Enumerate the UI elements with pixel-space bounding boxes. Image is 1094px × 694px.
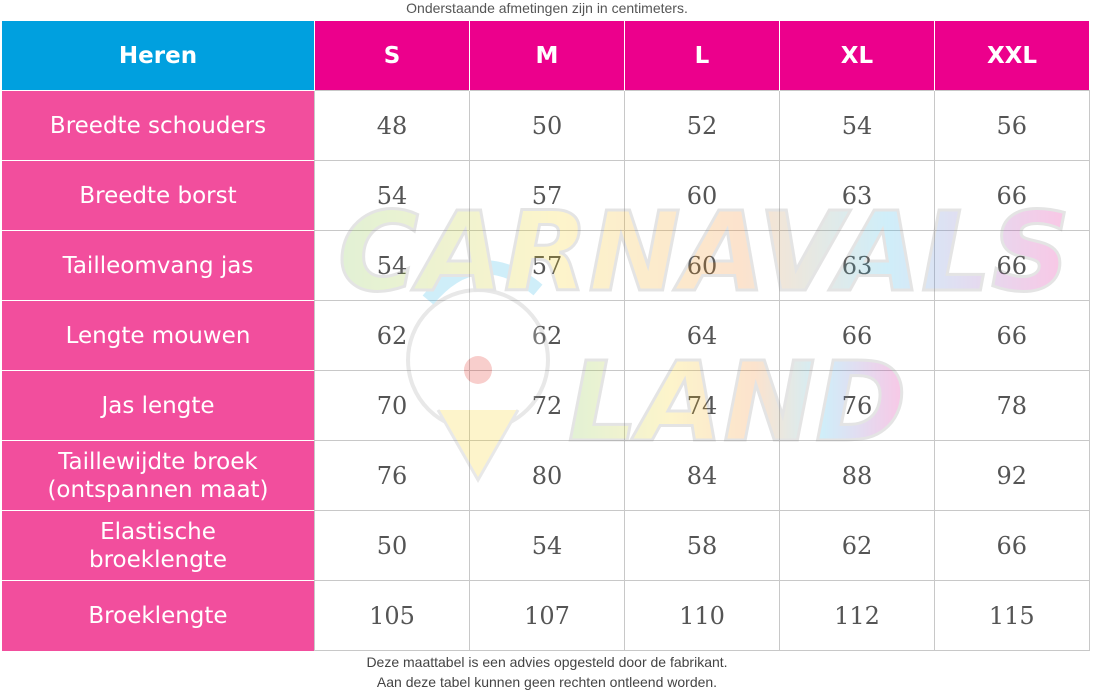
table-cell: 66	[934, 510, 1090, 581]
table-cell: 74	[624, 370, 780, 441]
table-cell: 62	[314, 300, 470, 371]
size-header-m: M	[469, 21, 625, 91]
row-label: Breedte borst	[2, 160, 315, 231]
table-cell: 92	[934, 440, 1090, 511]
table-cell: 58	[624, 510, 780, 581]
table-cell: 48	[314, 90, 470, 161]
size-chart-table: Heren S M L XL XXL Breedte schouders 48 …	[2, 21, 1090, 651]
measurement-note: Onderstaande afmetingen zijn in centimet…	[406, 0, 688, 16]
table-cell: 56	[934, 90, 1090, 161]
table-cell: 50	[314, 510, 470, 581]
table-cell: 66	[934, 230, 1090, 301]
table-cell: 107	[469, 580, 625, 651]
table-cell: 88	[779, 440, 935, 511]
row-label: Jas lengte	[2, 370, 315, 441]
row-label: Elastische broeklengte	[2, 510, 315, 581]
table-cell: 62	[469, 300, 625, 371]
table-cell: 54	[314, 230, 470, 301]
table-cell: 70	[314, 370, 470, 441]
table-cell: 66	[779, 300, 935, 371]
table-cell: 60	[624, 230, 780, 301]
table-cell: 63	[779, 230, 935, 301]
row-label: Breedte schouders	[2, 90, 315, 161]
table-row: Breedte borst 54 57 60 63 66	[2, 160, 1090, 231]
row-label: Broeklengte	[2, 580, 315, 651]
table-row: Broeklengte 105 107 110 112 115	[2, 580, 1090, 651]
disclaimer-line-2: Aan deze tabel kunnen geen rechten ontle…	[376, 674, 718, 690]
table-cell: 54	[469, 510, 625, 581]
table-cell: 52	[624, 90, 780, 161]
gender-header: Heren	[2, 21, 315, 91]
table-cell: 62	[779, 510, 935, 581]
table-cell: 64	[624, 300, 780, 371]
table-cell: 110	[624, 580, 780, 651]
table-cell: 54	[314, 160, 470, 231]
size-header-xxl: XXL	[934, 21, 1089, 91]
table-cell: 50	[469, 90, 625, 161]
table-cell: 76	[779, 370, 935, 441]
table-cell: 72	[469, 370, 625, 441]
table-cell: 78	[934, 370, 1090, 441]
table-cell: 76	[314, 440, 470, 511]
table-cell: 60	[624, 160, 780, 231]
table-cell: 112	[779, 580, 935, 651]
table-row: Taillewijdte broek (ontspannen maat) 76 …	[2, 440, 1090, 511]
size-header-xl: XL	[779, 21, 935, 91]
table-row: Elastische broeklengte 50 54 58 62 66	[2, 510, 1090, 581]
table-row: Jas lengte 70 72 74 76 78	[2, 370, 1090, 441]
disclaimer-line-1: Deze maattabel is een advies opgesteld d…	[366, 654, 728, 670]
table-cell: 57	[469, 230, 625, 301]
row-label: Lengte mouwen	[2, 300, 315, 371]
size-header-l: L	[624, 21, 780, 91]
row-label: Taillewijdte broek (ontspannen maat)	[2, 440, 315, 511]
size-header-s: S	[314, 21, 470, 91]
table-cell: 66	[934, 160, 1090, 231]
table-cell: 66	[934, 300, 1090, 371]
table-row: Breedte schouders 48 50 52 54 56	[2, 90, 1090, 161]
table-row: Tailleomvang jas 54 57 60 63 66	[2, 230, 1090, 301]
row-label: Tailleomvang jas	[2, 230, 315, 301]
table-header-row: Heren S M L XL XXL	[2, 21, 1089, 91]
table-cell: 54	[779, 90, 935, 161]
table-cell: 115	[934, 580, 1090, 651]
table-cell: 80	[469, 440, 625, 511]
table-cell: 84	[624, 440, 780, 511]
table-cell: 105	[314, 580, 470, 651]
table-cell: 63	[779, 160, 935, 231]
disclaimer: Deze maattabel is een advies opgesteld d…	[0, 652, 1094, 692]
table-row: Lengte mouwen 62 62 64 66 66	[2, 300, 1090, 371]
table-cell: 57	[469, 160, 625, 231]
